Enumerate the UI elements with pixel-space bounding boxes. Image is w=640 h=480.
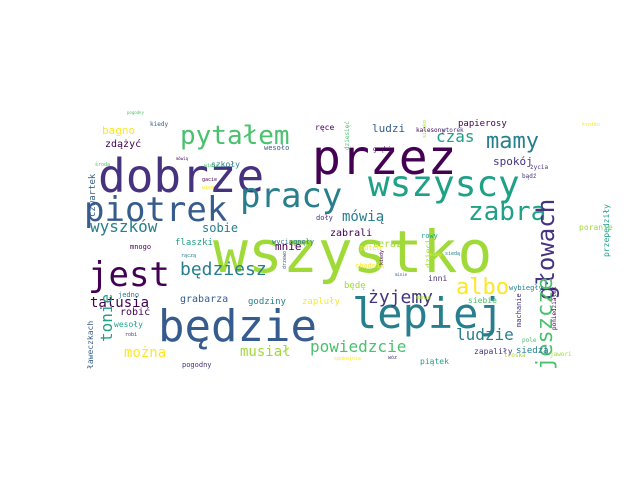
word-drzewo: drzewo [282,251,288,269]
word-przepędziły: przepędziły [602,204,611,257]
word-zapluły: zapluły [302,297,341,307]
word-wesoło: wesoło [264,144,289,152]
word-życia: życia [530,164,548,171]
word-wiele: wiele [204,163,219,169]
word-wybiegły: wybiegły [509,284,543,292]
word-dobrze: dobrze [98,149,264,203]
word-wiem: wiem [202,185,214,191]
word-szkoły: szkoły [211,160,240,169]
word-ludzie: ludzie [456,325,514,344]
word-troska: troska [504,352,526,359]
word-minie: minie [395,272,408,277]
word-poranie: poranie [579,223,613,232]
word-doły: doły [316,214,333,222]
word-siedzą: siedzą [516,346,549,356]
word-wyszków: wyszków [90,217,158,236]
word-grabarza: grabarza [180,294,228,305]
word-dzieci: dzieci [424,239,433,268]
word-tonie: tonie [97,294,116,342]
word-dziesięć: dziesięć [344,121,351,150]
word-kiedy: kiedy [430,252,443,257]
word-krótko: krótko [582,121,600,128]
word-pole: pole [522,337,537,344]
word-potem: potem [360,244,381,252]
word-mówią: mówią [176,156,189,161]
word-flaszki: flaszki [175,238,213,248]
word-mnogo: mnogo [130,243,151,251]
word-siebie: siebie [468,296,497,305]
word-jest: jest [88,255,170,295]
word-kiedy: kiedy [150,121,168,128]
word-pytałem: pytałem [180,121,290,151]
word-kalesony: kalesony [416,127,445,134]
word-czwartek: czwartek [88,173,98,217]
word-sobie: sobie [202,221,238,235]
word-machanie: machanie [515,293,523,327]
word-mamy: mamy [486,129,539,154]
word-wszyscy: wszyscy [368,164,520,205]
word-inni: inni [428,274,447,283]
word-spokój: spokój [493,155,533,168]
word-godziny: godziny [248,297,287,307]
word-piątek: piątek [420,357,449,366]
word-pracy: pracy [240,176,342,216]
word-czas: czas [436,127,475,146]
word-robić: robić [120,306,150,318]
word-wóz: wóz [388,354,397,361]
word-rowy: rowy [421,232,438,240]
word-pogodny: pogodny [127,110,144,115]
word-zdążyć: zdążyć [105,138,141,150]
word-wtorek: wtorek [442,127,464,134]
word-pogodny: pogodny [182,361,212,369]
word-piotrek: piotrek [84,190,227,230]
word-jawori: jawori [550,351,572,358]
word-layer: wszystko będzie lepiej przez dobrze wszyscy pi… [84,110,613,370]
word-spokojnie: spokojnie [334,356,361,362]
word-sianko: sianko [422,120,428,138]
word-minie: minie [416,295,431,301]
word-albo: albo [456,275,509,300]
word-kiedy: kiedy [379,250,385,265]
word-tatusia: tatusia [90,295,149,311]
word-siedą: siedą [445,251,460,257]
word-gacie: gacie [202,177,217,183]
word-środa: środa [95,161,110,168]
word-żyjemy: żyjemy [368,287,433,308]
word-wyciągnęły: wyciągnęły [272,238,314,246]
word-głowach: głowach [532,199,560,300]
word-będzie: będzie [158,301,317,352]
word-rączą: rączą [181,253,196,259]
word-musiał: musiał [240,344,291,360]
word-poniedziałek: poniedziałek [551,286,558,330]
word-jedno: jedno [118,291,139,299]
word-gnębi: gnębi [373,146,391,153]
word-chodnik: chodnik [355,262,385,270]
word-bądź: bądź [522,173,537,180]
word-teraz: teraz [372,239,402,250]
word-będę: będę [344,281,366,291]
word-przez: przez [312,130,457,186]
word-wesoły: wesoły [114,320,143,329]
word-można: można [124,345,166,361]
word-ludzi: ludzi [372,122,405,135]
word-mówią: mówią [342,209,384,225]
word-będziesz: będziesz [180,259,267,280]
word-mnie: mnie [275,240,302,253]
word-zapaliły: zapaliły [474,347,513,356]
word-ręce: ręce [315,123,334,132]
word-powiedzcie: powiedzcie [310,337,406,356]
word-zabra: zabra [468,197,546,227]
word-ławeczkach: ławeczkach [86,321,95,369]
word-papierosy: papierosy [458,119,507,129]
word-robi: robi [125,332,137,338]
word-bagno: bagno [102,124,135,137]
word-lepiej: lepiej [352,289,504,338]
word-wszystko: wszystko [213,218,492,286]
word-jeszcze: jeszcze [533,277,558,370]
word-zabrali: zabrali [330,228,372,239]
